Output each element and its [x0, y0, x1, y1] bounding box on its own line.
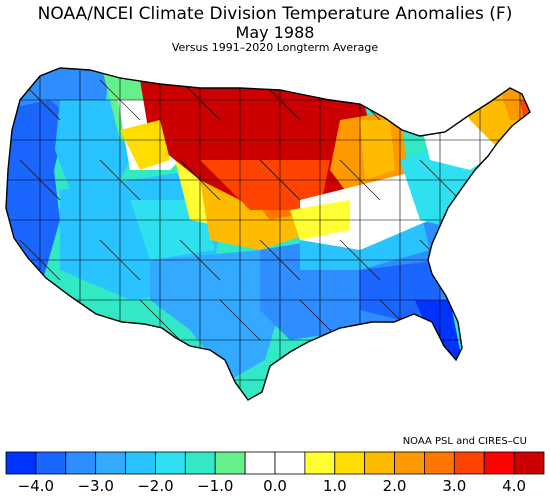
- colorbar-bin: [394, 451, 425, 475]
- credit-text: NOAA PSL and CIRES–CU: [402, 436, 527, 447]
- region-maine-coast: [520, 100, 530, 130]
- colorbar-bin: [304, 451, 336, 475]
- colorbar-bin: [424, 451, 455, 475]
- colorbar-bin: [274, 451, 306, 475]
- colorbar-legend: −4.0 −3.0 −2.0 −1.0 0.0 1.0 2.0 3.0 4.0: [0, 450, 550, 495]
- colorbar-tick-label: 4.0: [502, 477, 526, 495]
- colorbar-bin: [5, 451, 37, 475]
- colorbar-tick-label: 0.0: [263, 477, 287, 495]
- colorbar-bin: [453, 451, 485, 475]
- map-title: NOAA/NCEI Climate Division Temperature A…: [37, 4, 513, 24]
- colorbar-tick-label: −4.0: [18, 477, 54, 495]
- colorbar-bin: [334, 451, 366, 475]
- colorbar-bin: [184, 451, 216, 475]
- colorbar-bin: [513, 451, 545, 475]
- colorbar-bin: [364, 451, 395, 475]
- colorbar-tick-label: −1.0: [197, 477, 233, 495]
- colorbar-bin: [214, 451, 246, 475]
- region-michigan: [360, 120, 395, 180]
- colorbar-tick-label: 3.0: [442, 477, 466, 495]
- region-texas: [150, 250, 280, 380]
- colorbar-bin: [244, 451, 276, 475]
- region-idaho-montana-warm: [120, 120, 170, 170]
- colorbar-tick-label: −2.0: [137, 477, 173, 495]
- colorbar-tick-label: −3.0: [77, 477, 113, 495]
- colorbar-bin: [35, 451, 67, 475]
- map-subtitle: May 1988: [235, 23, 315, 42]
- region-florida: [415, 300, 462, 360]
- colorbar-bin: [125, 451, 156, 475]
- colorbar-bin: [483, 451, 515, 475]
- colorbar-tick-label: 1.0: [323, 477, 347, 495]
- us-outline: [5, 67, 531, 401]
- colorbar-bin: [65, 451, 97, 475]
- colorbar-bin: [155, 451, 186, 475]
- region-great-basin-west: [55, 100, 130, 200]
- anomaly-map: [0, 60, 550, 440]
- colorbar-tick-label: 2.0: [383, 477, 407, 495]
- colorbar-bin: [95, 451, 126, 475]
- map-period-note: Versus 1991–2020 Longterm Average: [171, 41, 379, 54]
